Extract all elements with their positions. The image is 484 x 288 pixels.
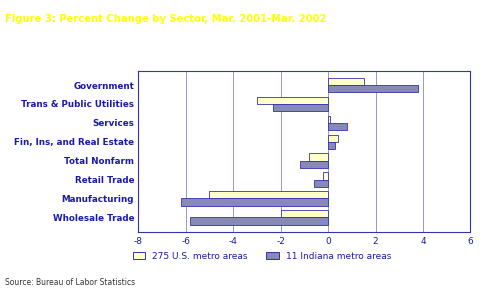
Bar [257,97,327,104]
Bar [313,179,327,187]
Bar [273,104,327,111]
Bar [209,191,327,198]
Bar [327,78,363,85]
Bar [323,172,327,179]
Bar [280,210,327,217]
Bar [327,116,330,123]
Bar [327,123,347,130]
Legend: 275 U.S. metro areas, 11 Indiana metro areas: 275 U.S. metro areas, 11 Indiana metro a… [129,248,394,264]
Text: Source: Bureau of Labor Statistics: Source: Bureau of Labor Statistics [5,278,135,287]
Bar [299,161,327,168]
Text: Wholesale trade was weakest compared to the U.S.: Wholesale trade was weakest compared to … [5,48,309,58]
Bar [327,142,334,149]
Bar [327,134,337,142]
Bar [181,198,327,206]
Text: Figure 3: Percent Change by Sector, Mar. 2001-Mar. 2002: Figure 3: Percent Change by Sector, Mar.… [5,14,326,24]
Bar [327,85,417,92]
Bar [190,217,327,225]
Bar [308,154,327,161]
